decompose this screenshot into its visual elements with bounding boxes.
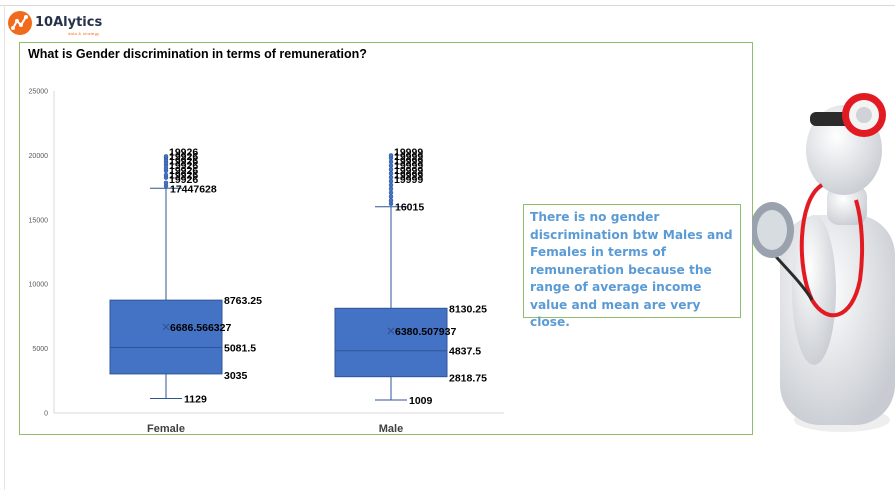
outlier-label-stacked: 19999 (394, 169, 423, 181)
outlier-label-stacked: 19926 (169, 151, 198, 163)
outlier-point (163, 154, 169, 159)
outlier-label-top: 19999 (394, 147, 423, 159)
outlier-point (388, 190, 394, 196)
outlier-point (388, 159, 394, 165)
brand-logo: 10Alytics data & strategy (8, 10, 102, 36)
outlier-point (163, 172, 169, 178)
outlier-point (388, 186, 394, 192)
median-label: 4837.5 (449, 346, 481, 358)
outlier-point (388, 167, 394, 172)
outlier-label-stacked: 19926 (169, 156, 198, 168)
outlier-point (388, 178, 394, 184)
outlier-label-low: 16015 (395, 202, 424, 214)
min-label: 1129 (184, 393, 207, 405)
outlier-label-top: 19926 (169, 147, 198, 159)
outlier-label-stacked: 19926 (169, 165, 198, 177)
mean-label: 6380.507937 (395, 326, 456, 338)
outlier-label-stacked: 19999 (394, 174, 423, 186)
outlier-point (388, 175, 394, 180)
median-label: 5081.5 (224, 343, 256, 355)
insight-text: There is no gender discrimination btw Ma… (530, 210, 733, 329)
y-tick-label: 0 (44, 411, 48, 418)
window-left-border (4, 5, 5, 490)
y-tick-label: 10000 (29, 282, 49, 289)
x-category-label: Male (379, 423, 403, 434)
outlier-label-stacked: 19999 (394, 165, 423, 177)
outlier-point (163, 180, 169, 186)
logo-name: 10Alytics (35, 15, 103, 30)
outlier-label-stacked: 19999 (394, 151, 423, 163)
chart-title: What is Gender discrimination in terms o… (28, 47, 367, 61)
q1-label: 2818.75 (449, 373, 487, 385)
mean-label: 6686.566327 (170, 322, 231, 334)
outlier-point (388, 163, 394, 168)
box-female (109, 299, 223, 375)
x-category-label: Female (147, 423, 185, 434)
outlier-label-stacked: 19926 (169, 174, 198, 186)
box-plot-chart: 0500010000150002000025000199261992619926… (29, 89, 504, 434)
q3-label: 8763.25 (224, 295, 262, 307)
outlier-point (388, 171, 394, 176)
box-male (334, 307, 448, 378)
outlier-label-stacked: 19926 (169, 160, 198, 172)
window-top-border (0, 5, 895, 6)
y-tick-label: 15000 (29, 217, 49, 224)
outlier-label-stacked: 19926 (169, 169, 198, 181)
y-tick-label: 5000 (32, 346, 48, 353)
min-label: 1009 (409, 395, 433, 407)
outlier-label-stacked: 19999 (394, 156, 423, 168)
outlier-point (388, 198, 394, 203)
logo-mark-icon (8, 11, 32, 35)
outlier-point (388, 182, 394, 188)
insight-callout: There is no gender discrimination btw Ma… (523, 204, 741, 329)
y-tick-label: 20000 (29, 153, 49, 160)
q3-label: 8130.25 (449, 303, 487, 315)
outlier-point (388, 153, 394, 158)
doctor-with-stethoscope-icon (752, 93, 895, 432)
y-tick-label: 25000 (29, 89, 49, 96)
mean-marker (162, 323, 170, 331)
outlier-label-low: 17447628 (170, 183, 217, 195)
q1-label: 3035 (224, 370, 248, 382)
logo-tagline: data & strategy (68, 31, 100, 36)
outlier-label-stacked: 19999 (394, 160, 423, 172)
outlier-point (388, 194, 394, 199)
mean-marker (387, 327, 395, 335)
